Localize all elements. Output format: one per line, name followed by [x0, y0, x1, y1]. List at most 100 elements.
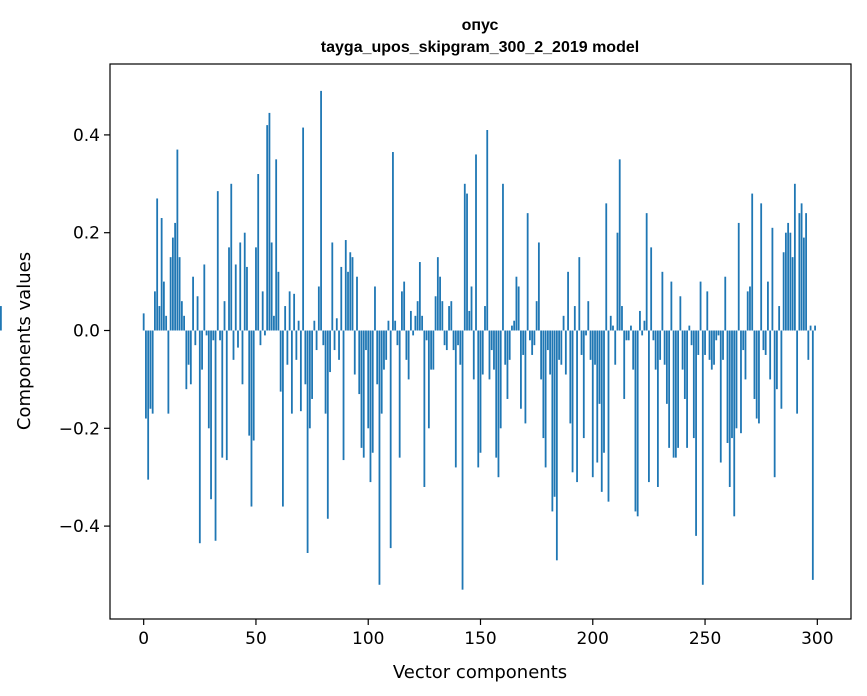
bar-286	[784, 232, 787, 331]
bar-series	[0, 90, 816, 590]
bar-19	[185, 330, 188, 390]
bar-79	[320, 90, 322, 331]
bar-193	[576, 330, 578, 483]
bar-46	[246, 266, 248, 331]
bar-26	[201, 330, 203, 370]
bar-287	[787, 222, 790, 331]
bar-232	[663, 330, 666, 365]
bar-240	[681, 330, 684, 370]
bar-289	[791, 257, 794, 331]
bar-124	[421, 315, 424, 331]
bar-189	[567, 271, 569, 331]
bar-176	[537, 242, 540, 331]
bar-41	[234, 264, 237, 331]
y-tick-label: 0.0	[73, 321, 100, 341]
bar-31	[212, 330, 215, 341]
bar-34	[219, 330, 221, 341]
bar-288	[789, 232, 792, 331]
bar-70	[299, 330, 302, 412]
bar-62	[282, 330, 284, 507]
bar-264	[735, 330, 738, 429]
bar-175	[535, 301, 538, 331]
bar-23	[194, 330, 197, 346]
bar-148	[475, 154, 477, 331]
bar-52	[259, 330, 262, 346]
bar-60	[277, 271, 280, 331]
bar-28	[205, 330, 208, 336]
bar-299	[814, 325, 816, 331]
bar-78	[317, 286, 320, 331]
bar-174	[533, 330, 536, 346]
bar-73	[306, 330, 309, 553]
bar-4	[151, 330, 154, 414]
bar-117	[405, 330, 408, 360]
bar-131	[436, 257, 439, 331]
bar-167	[517, 286, 520, 331]
bar-173	[531, 330, 534, 355]
bar-215	[625, 330, 628, 341]
bar-204	[600, 330, 603, 492]
bar-236	[672, 330, 675, 458]
bar-21	[189, 330, 192, 385]
bar-165	[513, 320, 516, 331]
bar-259	[724, 276, 727, 331]
bar-196	[582, 330, 585, 439]
bar-205	[603, 330, 605, 453]
bar-248	[699, 281, 702, 331]
bar-68	[295, 330, 298, 360]
bar-195	[580, 330, 583, 355]
bar-177	[540, 330, 543, 380]
bar-260	[726, 330, 729, 443]
bar-209	[612, 325, 614, 331]
bar-185	[558, 330, 560, 360]
x-tick-label: 100	[352, 629, 384, 649]
bar-279	[769, 330, 772, 380]
bar-290	[793, 183, 796, 331]
bar-262	[731, 330, 733, 439]
bar-55	[266, 125, 269, 331]
bar-207	[607, 330, 610, 502]
bar-47	[248, 330, 251, 436]
bar-253	[710, 330, 713, 370]
bar-271	[751, 193, 754, 331]
bar-89	[342, 330, 345, 461]
bar-128	[430, 330, 432, 370]
bar-210	[614, 330, 617, 365]
bar-20	[187, 330, 190, 365]
bar-35	[221, 330, 224, 458]
bar-251	[706, 291, 709, 331]
bar-261	[728, 330, 731, 487]
bar-157	[495, 330, 498, 458]
bar-10	[165, 315, 168, 331]
bar-49	[252, 330, 255, 441]
bar-295	[805, 213, 807, 331]
bar-72	[304, 330, 307, 385]
bar-2	[147, 330, 150, 480]
bar-274	[758, 330, 760, 424]
bar-257	[719, 330, 722, 463]
bar-11	[167, 330, 170, 414]
bar-208	[609, 315, 612, 331]
bar-22	[192, 276, 194, 331]
bar-183	[553, 330, 556, 497]
bar-40	[232, 330, 235, 360]
bar-132	[439, 276, 441, 331]
bar-220	[636, 330, 639, 517]
bar-101	[369, 330, 372, 483]
bar-96	[358, 330, 361, 395]
bar-250	[704, 330, 706, 355]
bar-122	[416, 301, 419, 331]
bar-188	[564, 330, 567, 375]
bar-16	[178, 257, 181, 331]
bar-275	[760, 203, 763, 331]
bar-76	[313, 320, 316, 331]
bar-241	[683, 330, 686, 399]
bar-154	[488, 330, 491, 380]
bar-85	[333, 330, 336, 351]
bar-104	[376, 330, 379, 385]
bar-48	[250, 330, 253, 507]
bar-45	[243, 232, 246, 331]
bar-142	[461, 330, 464, 590]
bar-126	[425, 330, 428, 341]
